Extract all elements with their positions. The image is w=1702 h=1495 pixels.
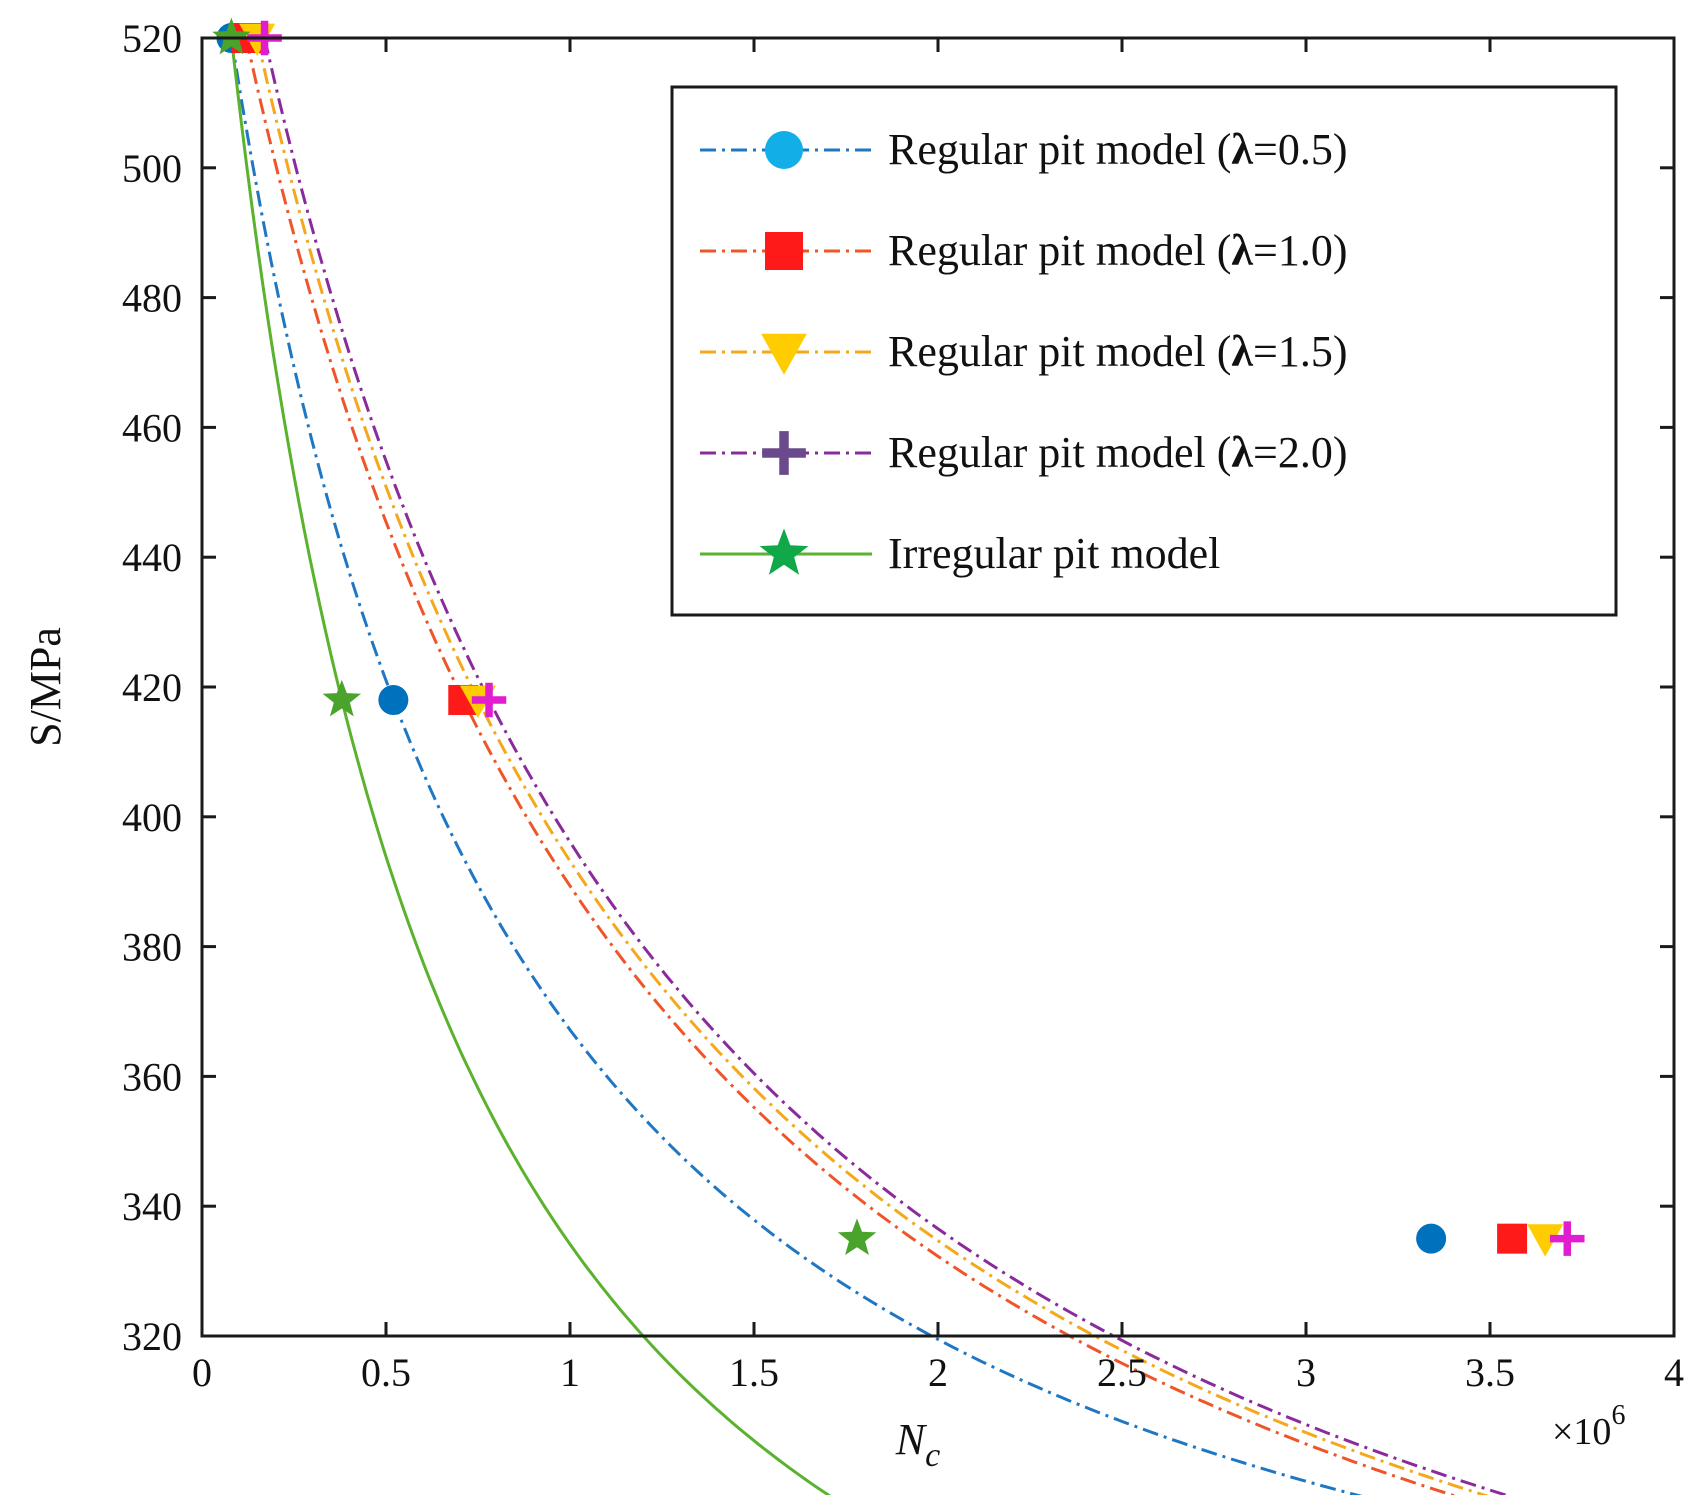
y-tick-label: 340	[122, 1184, 182, 1229]
y-tick-label: 420	[122, 665, 182, 710]
legend-items: Regular pit model (λ=0.5)Regular pit mod…	[700, 125, 1347, 578]
y-tick-labels: 320 340 360 380 400 420 440 460 480 500 520	[122, 16, 182, 1359]
series-markers	[212, 17, 1585, 1257]
x-tick-label: 2.5	[1097, 1350, 1147, 1395]
series-line-4	[263, 37, 1511, 1495]
x-tick-label: 1.5	[729, 1350, 779, 1395]
legend-label-lambda: λ	[1231, 327, 1253, 376]
legend-label-prefix: Irregular pit model	[888, 529, 1220, 578]
y-tick-label: 320	[122, 1314, 182, 1359]
legend-label-lambda: λ	[1231, 428, 1253, 477]
y-tick-label: 360	[122, 1054, 182, 1099]
y-tick-label: 380	[122, 925, 182, 970]
y-tick-label: 460	[122, 405, 182, 450]
data-point-series-2	[1497, 1223, 1528, 1254]
x-tick-label: 0	[192, 1350, 212, 1395]
legend-item-5: Irregular pit model	[700, 528, 1220, 578]
x-tick-label: 4	[1664, 1350, 1684, 1395]
legend-item-4: Regular pit model (λ=2.0)	[700, 428, 1347, 477]
x-tick-label: 3.5	[1465, 1350, 1515, 1395]
legend-item-1: Regular pit model (λ=0.5)	[700, 125, 1347, 174]
x-axis-label: Nc	[895, 1415, 940, 1474]
legend-item-3: Regular pit model (λ=1.5)	[700, 327, 1347, 376]
legend-marker-3	[761, 333, 807, 375]
data-point-series-1	[1416, 1223, 1447, 1254]
data-point-series-1	[378, 684, 409, 715]
x-tick-label: 3	[1296, 1350, 1316, 1395]
series-line-5	[229, 37, 832, 1495]
legend: Regular pit model (λ=0.5)Regular pit mod…	[670, 85, 1618, 617]
legend-item-2: Regular pit model (λ=1.0)	[700, 226, 1347, 275]
legend-label-prefix: Regular pit model (	[888, 428, 1231, 477]
data-point-series-3	[1527, 1224, 1564, 1257]
x-axis-multiplier-exponent: 6	[1611, 1400, 1625, 1431]
legend-marker-4	[762, 431, 806, 475]
legend-label-lambda: λ	[1231, 125, 1253, 174]
x-tick-labels: 0 0.5 1 1.5 2 2.5 3 3.5 4	[192, 1350, 1684, 1395]
legend-label-prefix: Regular pit model (	[888, 327, 1231, 376]
y-axis-label: S/MPa	[21, 627, 70, 747]
data-point-series-4	[471, 682, 507, 718]
x-axis-label-main: N	[895, 1415, 928, 1464]
x-tick-label: 1	[560, 1350, 580, 1395]
legend-label-suffix: =0.5)	[1253, 125, 1347, 174]
legend-label-suffix: =1.5)	[1253, 327, 1347, 376]
legend-label: Regular pit model (λ=2.0)	[888, 428, 1347, 477]
legend-label-prefix: Regular pit model (	[888, 125, 1231, 174]
series-line-1	[229, 37, 1363, 1495]
legend-label: Regular pit model (λ=1.5)	[888, 327, 1347, 376]
data-point-series-5	[837, 1218, 877, 1255]
legend-marker-2	[765, 232, 803, 270]
x-tick-label: 2	[928, 1350, 948, 1395]
legend-label-lambda: λ	[1231, 226, 1253, 275]
x-axis-label-subscript: c	[925, 1437, 940, 1474]
x-tick-label: 0.5	[361, 1350, 411, 1395]
y-tick-label: 520	[122, 16, 182, 61]
y-tick-label: 440	[122, 535, 182, 580]
legend-label-suffix: =1.0)	[1253, 226, 1347, 275]
data-point-series-5	[212, 17, 251, 55]
y-tick-label: 400	[122, 795, 182, 840]
legend-marker-1	[765, 131, 803, 169]
y-tick-label: 500	[122, 146, 182, 191]
y-tick-label: 480	[122, 276, 182, 321]
legend-label: Regular pit model (λ=1.0)	[888, 226, 1347, 275]
axis-ticks	[200, 36, 1676, 1338]
legend-label: Irregular pit model	[888, 529, 1220, 578]
legend-label: Regular pit model (λ=0.5)	[888, 125, 1347, 174]
legend-label-prefix: Regular pit model (	[888, 226, 1231, 275]
x-axis-multiplier: ×106	[1552, 1400, 1625, 1453]
legend-label-suffix: =2.0)	[1253, 428, 1347, 477]
data-point-series-5	[322, 679, 362, 717]
legend-marker-5	[759, 528, 809, 575]
x-axis-multiplier-base: ×10	[1552, 1411, 1611, 1453]
data-point-series-4	[1550, 1221, 1585, 1256]
